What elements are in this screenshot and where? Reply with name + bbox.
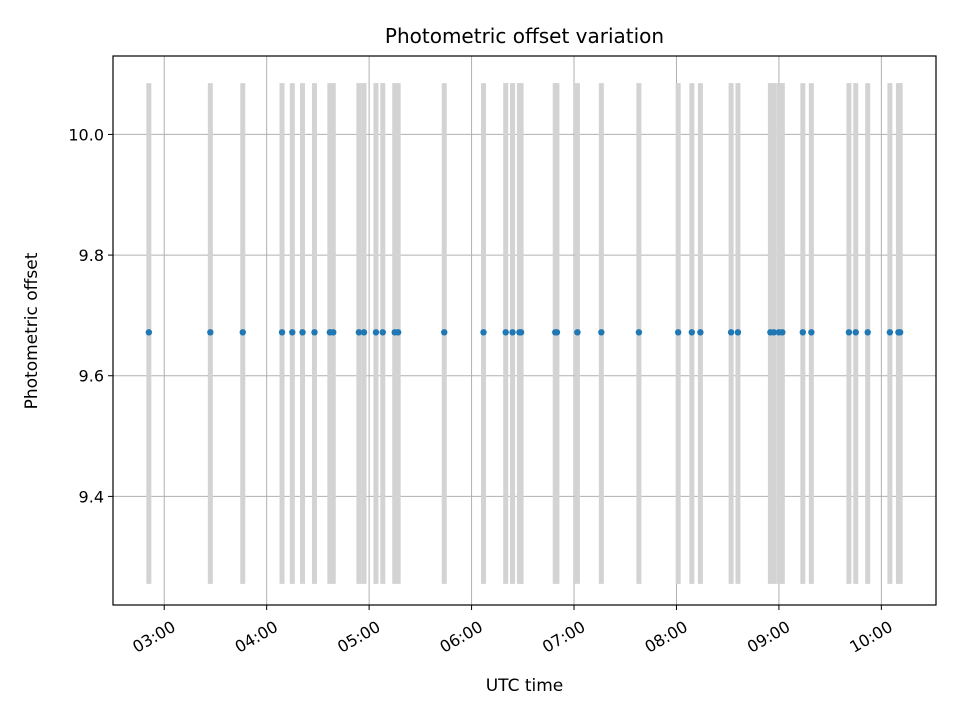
data-point <box>145 329 153 336</box>
data-point <box>688 329 696 336</box>
data-point <box>239 329 246 336</box>
data-point <box>635 329 643 336</box>
data-point <box>441 329 448 336</box>
data-point <box>864 329 871 336</box>
data-point <box>311 329 318 336</box>
data-point <box>207 329 214 336</box>
data-point <box>799 329 807 336</box>
data-point <box>727 329 735 336</box>
y-axis-title: Photometric offset <box>22 252 42 409</box>
data-point <box>502 329 509 336</box>
x-axis-title: UTC time <box>486 676 564 696</box>
data-point <box>372 329 380 336</box>
y-tick-label: 9.8 <box>79 246 104 265</box>
y-tick-label: 9.6 <box>79 367 104 386</box>
data-point <box>394 329 402 336</box>
data-point <box>330 329 337 336</box>
plot-frame <box>112 55 937 606</box>
chart-title: Photometric offset variation <box>385 24 664 48</box>
data-point <box>734 329 742 336</box>
data-point <box>770 329 777 336</box>
data-point <box>278 329 286 336</box>
data-point <box>896 329 904 336</box>
data-point <box>517 329 525 336</box>
data-point <box>852 329 859 336</box>
data-point <box>509 329 516 336</box>
data-point <box>480 329 487 336</box>
data-point <box>299 329 306 336</box>
y-tick-label: 10.0 <box>68 125 104 144</box>
data-point <box>845 329 853 336</box>
data-point <box>674 329 682 336</box>
data-point <box>360 329 368 336</box>
data-point <box>779 329 786 336</box>
data-point <box>697 329 704 336</box>
data-point <box>808 329 815 336</box>
data-point <box>355 329 363 336</box>
data-points <box>145 329 904 336</box>
data-point <box>379 329 386 336</box>
data-point <box>553 329 561 336</box>
data-point <box>886 329 894 336</box>
data-point <box>574 329 581 336</box>
data-point <box>289 329 296 336</box>
y-tick-label: 9.4 <box>79 487 104 506</box>
data-point <box>598 329 605 336</box>
